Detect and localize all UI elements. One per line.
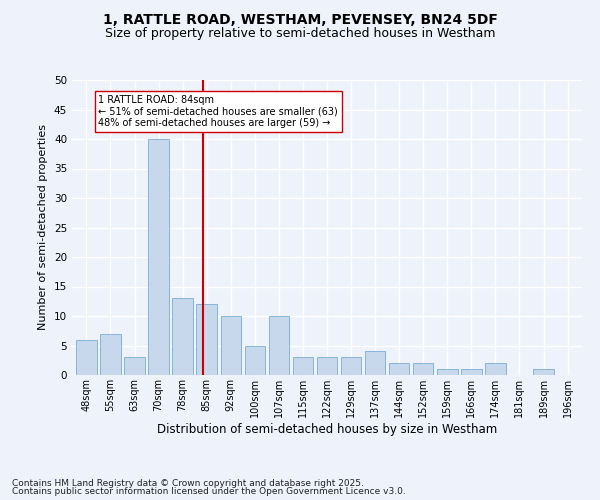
- Bar: [461, 369, 482, 375]
- Bar: [245, 346, 265, 375]
- Text: 1, RATTLE ROAD, WESTHAM, PEVENSEY, BN24 5DF: 1, RATTLE ROAD, WESTHAM, PEVENSEY, BN24 …: [103, 12, 497, 26]
- Bar: [413, 363, 433, 375]
- X-axis label: Distribution of semi-detached houses by size in Westham: Distribution of semi-detached houses by …: [157, 422, 497, 436]
- Bar: [437, 369, 458, 375]
- Bar: [365, 352, 385, 375]
- Bar: [196, 304, 217, 375]
- Bar: [533, 369, 554, 375]
- Bar: [269, 316, 289, 375]
- Bar: [485, 363, 506, 375]
- Text: Contains HM Land Registry data © Crown copyright and database right 2025.: Contains HM Land Registry data © Crown c…: [12, 478, 364, 488]
- Bar: [341, 358, 361, 375]
- Bar: [124, 358, 145, 375]
- Bar: [172, 298, 193, 375]
- Text: Size of property relative to semi-detached houses in Westham: Size of property relative to semi-detach…: [105, 28, 495, 40]
- Bar: [317, 358, 337, 375]
- Bar: [293, 358, 313, 375]
- Y-axis label: Number of semi-detached properties: Number of semi-detached properties: [38, 124, 49, 330]
- Text: Contains public sector information licensed under the Open Government Licence v3: Contains public sector information licen…: [12, 487, 406, 496]
- Bar: [148, 139, 169, 375]
- Bar: [100, 334, 121, 375]
- Bar: [389, 363, 409, 375]
- Bar: [221, 316, 241, 375]
- Bar: [76, 340, 97, 375]
- Text: 1 RATTLE ROAD: 84sqm
← 51% of semi-detached houses are smaller (63)
48% of semi-: 1 RATTLE ROAD: 84sqm ← 51% of semi-detac…: [98, 95, 338, 128]
